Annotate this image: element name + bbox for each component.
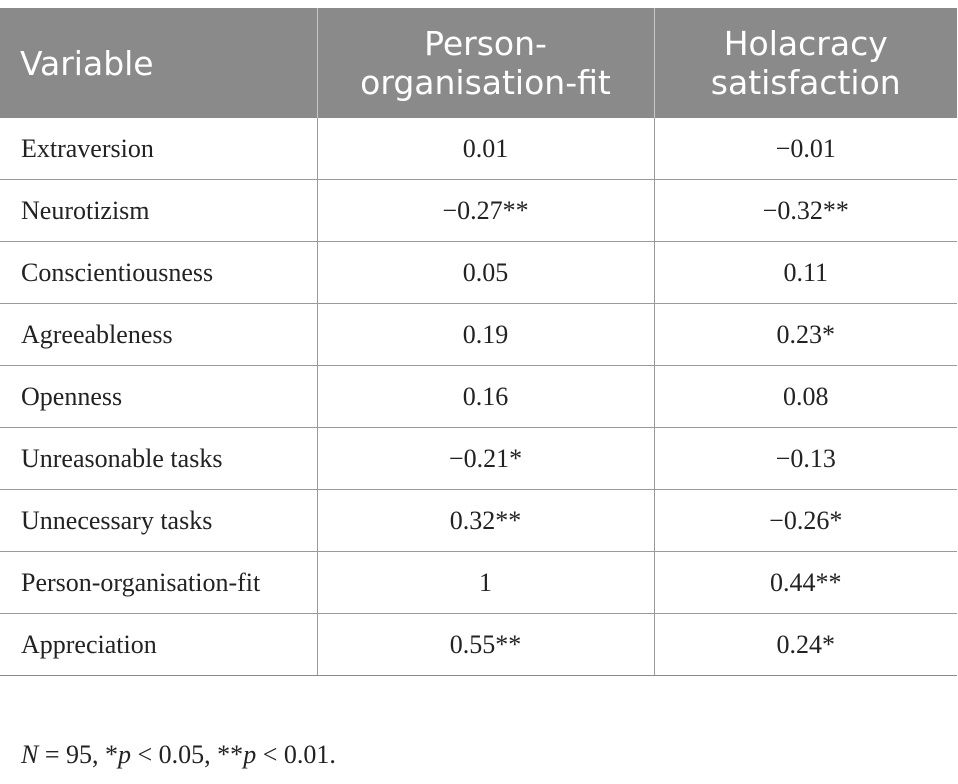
table-row: Extraversion 0.01 −0.01 bbox=[0, 118, 957, 180]
row-pof-cell: 0.05 bbox=[316, 241, 654, 304]
footnote-p1-value: < 0.05, ** bbox=[131, 740, 244, 769]
row-holacracy-cell: 0.44** bbox=[653, 551, 957, 614]
row-variable-cell: Agreeableness bbox=[0, 303, 317, 366]
table-footnote: N = 95, *p < 0.05, **p < 0.01. bbox=[21, 740, 336, 770]
table-row: Person-organisation-fit 1 0.44** bbox=[0, 551, 957, 614]
row-variable-cell: Openness bbox=[0, 365, 317, 428]
row-holacracy-cell: −0.01 bbox=[653, 118, 957, 180]
row-variable-cell: Conscientiousness bbox=[0, 241, 317, 304]
footnote-p2: p bbox=[243, 740, 257, 769]
row-pof-cell: 0.55** bbox=[316, 613, 654, 676]
row-pof-cell: 0.19 bbox=[316, 303, 654, 366]
header-pof-line2: organisation-fit bbox=[360, 63, 611, 102]
header-holacracy-satisfaction: Holacracy satisfaction bbox=[653, 8, 957, 118]
table-row: Conscientiousness 0.05 0.11 bbox=[0, 241, 957, 304]
correlation-table: Variable Person- organisation-fit Holacr… bbox=[0, 8, 957, 676]
table-row: Neurotizism −0.27** −0.32** bbox=[0, 179, 957, 242]
row-variable-cell: Appreciation bbox=[0, 613, 317, 676]
row-pof-cell: 0.01 bbox=[316, 118, 654, 180]
table-row: Appreciation 0.55** 0.24* bbox=[0, 613, 957, 676]
header-holacracy-line1: Holacracy bbox=[723, 24, 888, 63]
row-holacracy-cell: 0.11 bbox=[653, 241, 957, 304]
row-pof-cell: 1 bbox=[316, 551, 654, 614]
footnote-p1: p bbox=[118, 740, 132, 769]
row-holacracy-cell: 0.24* bbox=[653, 613, 957, 676]
table-row: Unnecessary tasks 0.32** −0.26* bbox=[0, 489, 957, 552]
header-person-organisation-fit: Person- organisation-fit bbox=[316, 8, 654, 118]
row-pof-cell: 0.16 bbox=[316, 365, 654, 428]
table-header-row: Variable Person- organisation-fit Holacr… bbox=[0, 8, 957, 118]
row-variable-cell: Extraversion bbox=[0, 118, 317, 180]
row-variable-cell: Unnecessary tasks bbox=[0, 489, 317, 552]
row-variable-cell: Unreasonable tasks bbox=[0, 427, 317, 490]
header-variable: Variable bbox=[0, 8, 317, 118]
row-holacracy-cell: 0.08 bbox=[653, 365, 957, 428]
footnote-n-value: = 95, * bbox=[38, 740, 119, 769]
footnote-n: N bbox=[21, 740, 39, 769]
footnote-p2-value: < 0.01. bbox=[256, 740, 336, 769]
header-holacracy-line2: satisfaction bbox=[710, 63, 901, 102]
table-row: Openness 0.16 0.08 bbox=[0, 365, 957, 428]
row-pof-cell: 0.32** bbox=[316, 489, 654, 552]
row-holacracy-cell: −0.26* bbox=[653, 489, 957, 552]
row-holacracy-cell: −0.32** bbox=[653, 179, 957, 242]
row-pof-cell: −0.27** bbox=[316, 179, 654, 242]
row-variable-cell: Person-organisation-fit bbox=[0, 551, 317, 614]
table-row: Agreeableness 0.19 0.23* bbox=[0, 303, 957, 366]
row-pof-cell: −0.21* bbox=[316, 427, 654, 490]
table-row: Unreasonable tasks −0.21* −0.13 bbox=[0, 427, 957, 490]
header-pof-line1: Person- bbox=[424, 24, 547, 63]
row-holacracy-cell: −0.13 bbox=[653, 427, 957, 490]
row-variable-cell: Neurotizism bbox=[0, 179, 317, 242]
row-holacracy-cell: 0.23* bbox=[653, 303, 957, 366]
